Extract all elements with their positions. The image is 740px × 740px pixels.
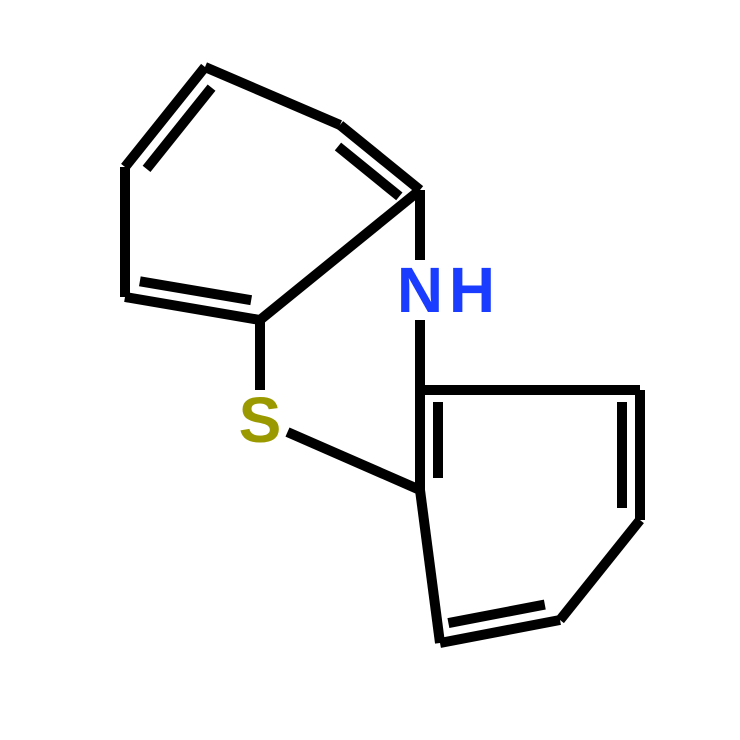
atom-H: H: [449, 254, 495, 326]
bond: [420, 490, 440, 643]
bond: [448, 605, 544, 623]
bond: [560, 520, 640, 620]
bond: [205, 67, 340, 125]
bond: [287, 432, 420, 490]
molecule-canvas: NH S: [0, 0, 740, 740]
atom-N: N: [397, 254, 443, 326]
atom-S: S: [239, 384, 282, 456]
